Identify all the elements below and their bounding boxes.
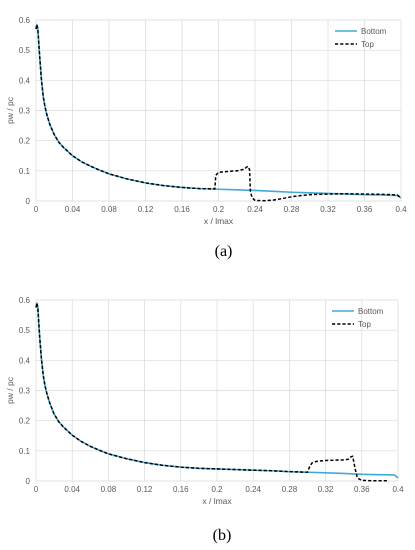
chart-b-y-tick-label: 0.3: [19, 387, 31, 396]
chart-b-series-bottom-line: [35, 302, 399, 479]
chart-a-legend-label-top: Top: [361, 40, 374, 49]
chart-a-x-tick-label: 0.36: [357, 205, 373, 214]
chart-a-y-tick-label: 0.4: [19, 76, 31, 85]
chart-a-x-tick-label: 0.16: [174, 205, 190, 214]
chart-b-x-tick-label: 0.04: [64, 485, 80, 494]
chart-a-x-tick-label: 0.4: [395, 205, 407, 214]
chart-a-legend: Bottom Top: [335, 27, 387, 49]
chart-b-x-tick-label: 0.08: [101, 485, 117, 494]
chart-b-svg: 0 0.04 0.08 0.12 0.16 0.2 0.24 0.28 0.32 0.36 0.4 0…: [5, 296, 404, 544]
chart-a-x-axis-label: x / lmax: [204, 216, 234, 226]
chart-a-y-tick-label: 0.5: [19, 46, 31, 55]
chart-b-y-tick-label: 0.1: [19, 447, 31, 456]
chart-a-series-top-line: [35, 23, 402, 202]
chart-b-y-tick-label: 0.6: [19, 296, 31, 305]
chart-a-y-tick-label: 0.1: [19, 167, 31, 176]
chart-a-caption: (a): [215, 243, 233, 260]
chart-a-x-tick-label: 0.08: [101, 205, 117, 214]
chart-a-grid: [35, 19, 402, 202]
chart-a: 0 0.04 0.08 0.12 0.16 0.2 0.24 0.28 0.32 0.36 0.4 0…: [5, 16, 407, 260]
chart-b-y-axis-label: pw / pc: [5, 376, 15, 404]
chart-b-x-tick-label: 0.16: [173, 485, 189, 494]
chart-a-x-tick-label: 0.04: [65, 205, 81, 214]
chart-a-y-tick-label: 0.2: [19, 137, 31, 146]
chart-b-x-tick-label: 0.4: [392, 485, 404, 494]
chart-b-x-tick-label: 0.28: [282, 485, 298, 494]
chart-b-y-tick-label: 0.5: [19, 326, 31, 335]
chart-a-x-tick-label: 0.2: [213, 205, 225, 214]
chart-b: 0 0.04 0.08 0.12 0.16 0.2 0.24 0.28 0.32 0.36 0.4 0…: [0, 275, 415, 550]
chart-a-x-tick-label: 0.28: [284, 205, 300, 214]
chart-a-y-tick-label: 0.6: [19, 16, 31, 25]
chart-b-x-tick-label: 0.24: [245, 485, 261, 494]
chart-b-y-tick-label: 0.2: [19, 417, 31, 426]
chart-b-x-tick-label: 0.12: [137, 485, 153, 494]
chart-a-x-tick-label: 0.12: [138, 205, 154, 214]
chart-a-x-tick-label: 0.32: [320, 205, 336, 214]
chart-b-caption: (b): [213, 527, 232, 544]
chart-b-y-tick-label: 0: [26, 477, 31, 486]
chart-a-y-tick-label: 0.3: [19, 107, 31, 116]
chart-b-series-top-line: [35, 302, 389, 482]
chart-b-legend-label-top: Top: [358, 320, 371, 329]
chart-a-x-tick-label: 0.24: [247, 205, 263, 214]
chart-a-y-axis-label: pw / pc: [5, 96, 15, 124]
chart-b-x-tick-label: 0.2: [211, 485, 223, 494]
chart-a-legend-label-bottom: Bottom: [361, 27, 387, 36]
chart-b-x-tick-label: 0.36: [354, 485, 370, 494]
chart-b-x-tick-label: 0: [34, 485, 39, 494]
chart-a-svg: 0 0.04 0.08 0.12 0.16 0.2 0.24 0.28 0.32 0.36 0.4 0…: [5, 16, 407, 260]
chart-a-x-tick-label: 0: [34, 205, 39, 214]
chart-b-legend-label-bottom: Bottom: [358, 307, 384, 316]
chart-b-y-tick-label: 0.4: [19, 356, 31, 365]
chart-a-y-tick-label: 0: [26, 197, 31, 206]
chart-b-x-axis-label: x / lmax: [202, 496, 232, 506]
chart-b-x-tick-label: 0.32: [318, 485, 334, 494]
chart-b-legend: Bottom Top: [332, 307, 384, 329]
chart-b-grid: [35, 299, 399, 482]
